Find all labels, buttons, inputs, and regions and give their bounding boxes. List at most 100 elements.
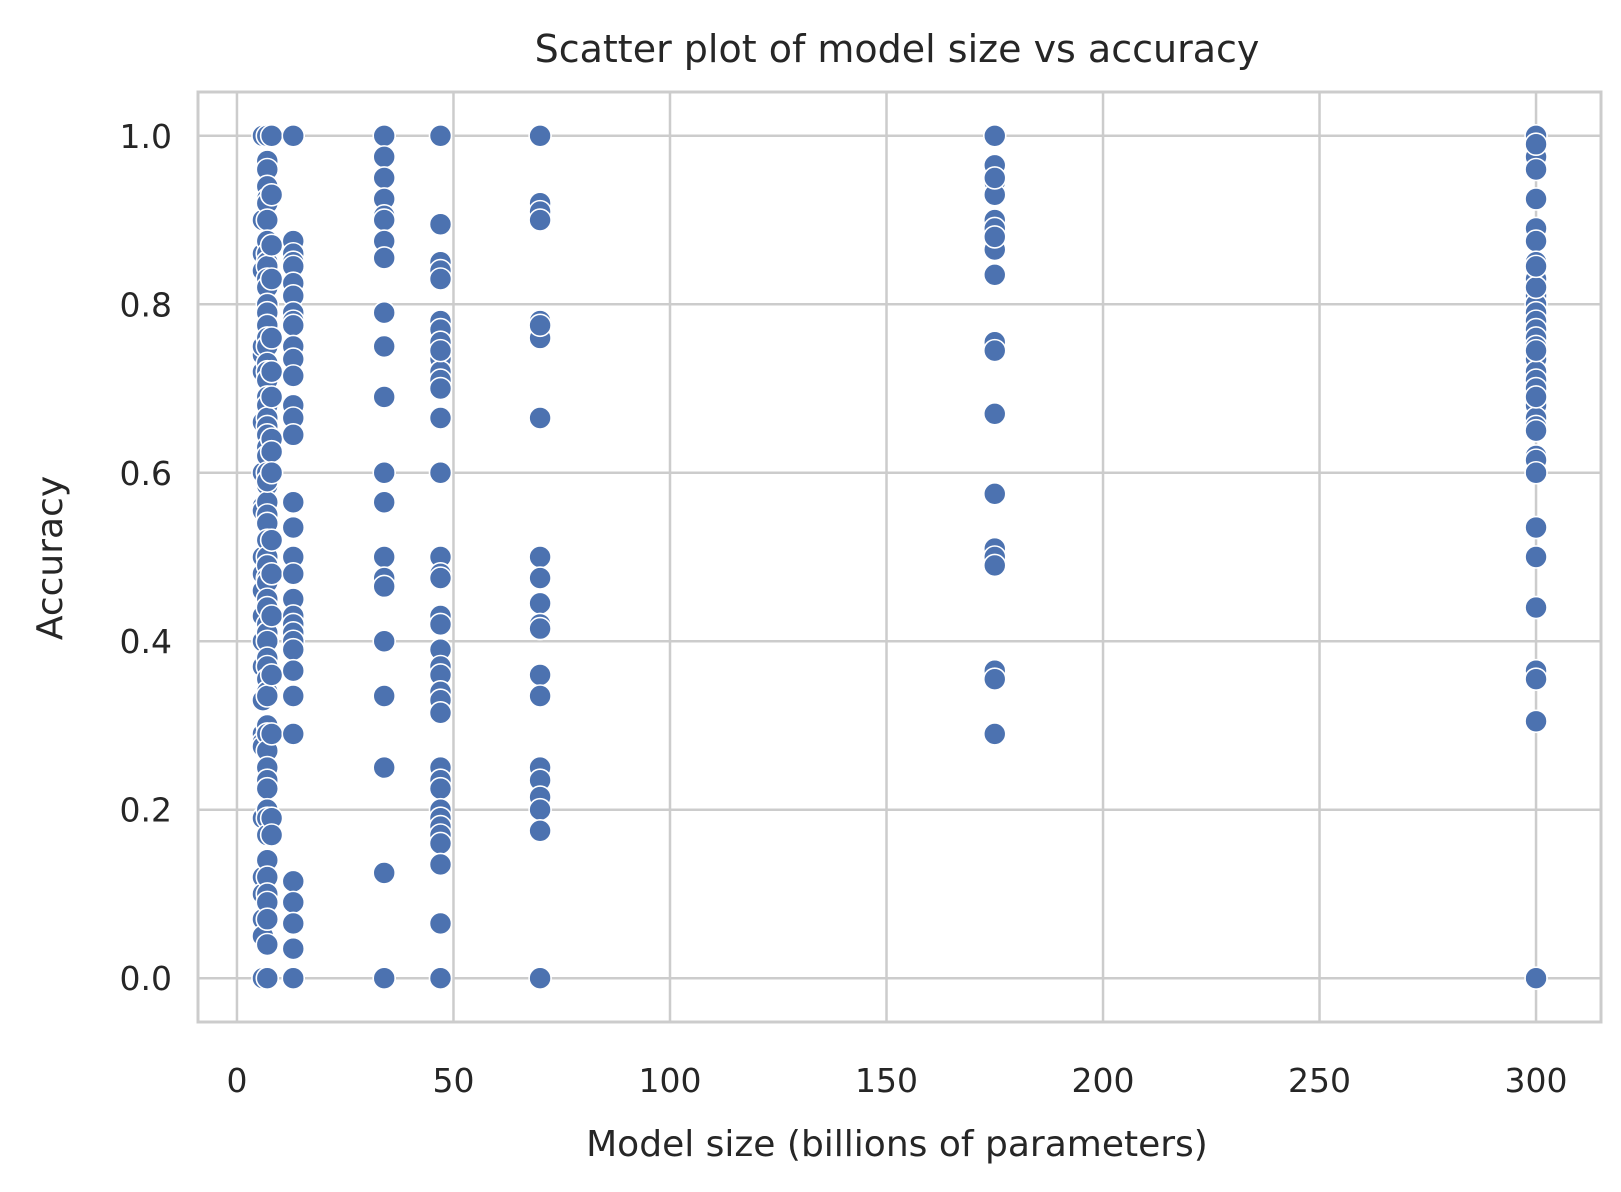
data-point (259, 604, 284, 628)
data-point (259, 562, 284, 586)
data-point (428, 406, 453, 430)
data-point (372, 545, 397, 569)
data-point (982, 401, 1007, 426)
data-point (982, 482, 1007, 506)
data-point (428, 776, 453, 801)
data-point (372, 684, 397, 708)
data-point (982, 225, 1007, 249)
y-tick-label: 0.0 (120, 959, 172, 998)
x-tick-label: 200 (1072, 1061, 1135, 1100)
data-point (528, 208, 552, 232)
data-point (1524, 385, 1548, 409)
data-point (428, 212, 453, 237)
data-point (281, 722, 306, 746)
y-tick-label: 1.0 (120, 117, 172, 156)
data-point (372, 145, 397, 169)
data-point (259, 663, 284, 687)
data-point (372, 246, 397, 270)
data-point (372, 966, 397, 990)
data-point (982, 166, 1007, 190)
data-point (281, 423, 306, 447)
data-point (281, 936, 306, 961)
data-point (528, 663, 552, 687)
x-tick-labels: 0 50 100 150 200 250 300 (226, 1061, 1567, 1100)
data-point (982, 722, 1007, 746)
data-point (1524, 229, 1548, 253)
data-point (281, 911, 306, 936)
x-tick-label: 300 (1505, 1061, 1568, 1100)
data-point (255, 966, 280, 990)
data-point (428, 267, 453, 291)
data-point (372, 124, 397, 148)
data-point (528, 566, 552, 590)
data-point (372, 166, 397, 190)
data-point (281, 869, 306, 894)
data-point (372, 861, 397, 885)
data-point (428, 701, 453, 725)
data-point (428, 911, 453, 936)
data-point (982, 262, 1007, 287)
data-point (1524, 418, 1548, 443)
data-point (528, 313, 552, 338)
data-point (372, 574, 397, 599)
data-point (528, 818, 552, 843)
x-tick-label: 250 (1288, 1061, 1351, 1100)
data-point (428, 124, 453, 148)
y-tick-label: 0.4 (120, 622, 172, 661)
data-point (1524, 254, 1548, 279)
data-point (372, 208, 397, 232)
y-tick-label: 0.8 (120, 285, 172, 324)
data-point (259, 823, 284, 847)
data-point (1524, 187, 1548, 211)
data-point (528, 406, 552, 430)
data-point (372, 334, 397, 359)
data-point (372, 385, 397, 409)
data-point (259, 182, 284, 207)
data-point (982, 553, 1007, 578)
data-point (982, 338, 1007, 363)
data-point (1524, 157, 1548, 182)
data-point (259, 359, 284, 384)
data-point (259, 439, 284, 464)
data-point (428, 338, 453, 363)
data-point (1524, 460, 1548, 485)
data-point (281, 515, 306, 540)
data-point (255, 932, 280, 957)
data-point (982, 667, 1007, 691)
data-point (528, 545, 552, 569)
x-tick-label: 100 (638, 1061, 701, 1100)
data-point (428, 831, 453, 856)
x-axis-label: Model size (billions of parameters) (586, 1124, 1208, 1165)
data-point (428, 966, 453, 990)
data-point (428, 460, 453, 485)
data-point (1524, 275, 1548, 300)
data-point (528, 797, 552, 822)
data-point (281, 658, 306, 683)
data-point (281, 490, 306, 515)
data-point (281, 124, 306, 148)
y-tick-label: 0.2 (120, 791, 172, 830)
data-point (259, 267, 284, 291)
data-point (428, 376, 453, 401)
plot-frame (196, 90, 1603, 1024)
data-point (1524, 545, 1548, 569)
data-point (528, 591, 552, 616)
data-point (259, 722, 284, 746)
data-point (528, 966, 552, 990)
data-point (1524, 595, 1548, 620)
data-point (281, 364, 306, 388)
data-point (372, 300, 397, 325)
x-tick-label: 50 (432, 1061, 474, 1100)
data-point (281, 637, 306, 662)
data-point (255, 684, 280, 708)
data-point (1524, 515, 1548, 540)
data-point (428, 612, 453, 637)
data-point (372, 629, 397, 654)
data-point (281, 684, 306, 708)
data-point (1524, 667, 1548, 691)
x-tick-label: 0 (226, 1061, 247, 1100)
data-point (1524, 132, 1548, 157)
data-point (259, 233, 284, 258)
